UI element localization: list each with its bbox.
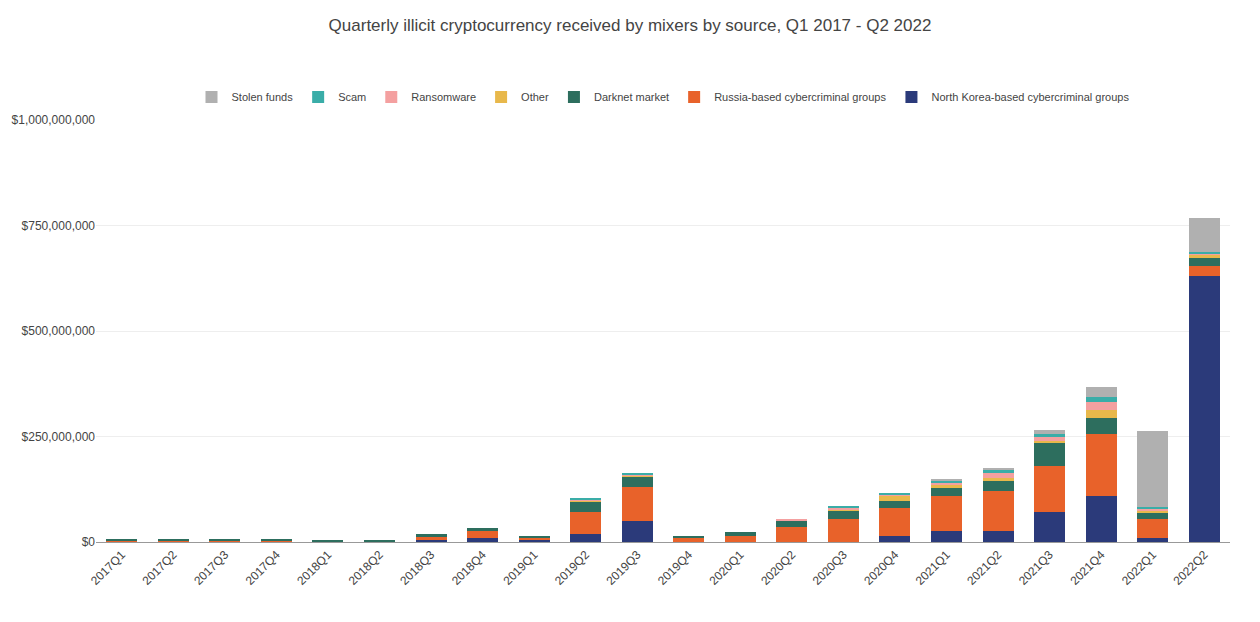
- svg-text:Scam: Scam: [338, 91, 366, 103]
- svg-text:2020Q3: 2020Q3: [810, 548, 850, 588]
- svg-text:Quarterly illicit cryptocurren: Quarterly illicit cryptocurrency receive…: [329, 16, 932, 35]
- svg-text:2019Q3: 2019Q3: [603, 548, 643, 588]
- svg-text:2021Q2: 2021Q2: [964, 548, 1004, 588]
- svg-text:Ransomware: Ransomware: [411, 91, 476, 103]
- svg-text:2021Q3: 2021Q3: [1016, 548, 1056, 588]
- svg-text:2018Q3: 2018Q3: [397, 548, 437, 588]
- svg-text:2018Q2: 2018Q2: [346, 548, 386, 588]
- svg-text:2020Q4: 2020Q4: [861, 548, 901, 588]
- svg-text:Other: Other: [521, 91, 549, 103]
- svg-text:2019Q1: 2019Q1: [500, 548, 540, 588]
- svg-text:2022Q1: 2022Q1: [1119, 548, 1159, 588]
- svg-text:2020Q1: 2020Q1: [707, 548, 747, 588]
- svg-text:2019Q4: 2019Q4: [655, 548, 695, 588]
- svg-text:2021Q4: 2021Q4: [1067, 548, 1107, 588]
- svg-text:2017Q2: 2017Q2: [140, 548, 180, 588]
- svg-text:$250,000,000: $250,000,000: [22, 430, 96, 444]
- svg-text:2017Q1: 2017Q1: [88, 548, 128, 588]
- svg-text:$0: $0: [82, 535, 96, 549]
- svg-text:2022Q2: 2022Q2: [1170, 548, 1210, 588]
- svg-text:$750,000,000: $750,000,000: [22, 219, 96, 233]
- svg-text:2020Q2: 2020Q2: [758, 548, 798, 588]
- svg-text:2018Q4: 2018Q4: [449, 548, 489, 588]
- svg-text:2019Q2: 2019Q2: [552, 548, 592, 588]
- svg-text:2021Q1: 2021Q1: [913, 548, 953, 588]
- svg-text:North Korea-based cybercrimina: North Korea-based cybercriminal groups: [931, 91, 1129, 103]
- svg-text:2017Q3: 2017Q3: [191, 548, 231, 588]
- svg-text:2017Q4: 2017Q4: [243, 548, 283, 588]
- svg-text:Russia-based cybercriminal gro: Russia-based cybercriminal groups: [714, 91, 886, 103]
- svg-text:$500,000,000: $500,000,000: [22, 324, 96, 338]
- svg-text:2018Q1: 2018Q1: [294, 548, 334, 588]
- svg-text:Stolen funds: Stolen funds: [232, 91, 294, 103]
- svg-text:$1,000,000,000: $1,000,000,000: [12, 113, 96, 127]
- svg-text:Darknet market: Darknet market: [594, 91, 669, 103]
